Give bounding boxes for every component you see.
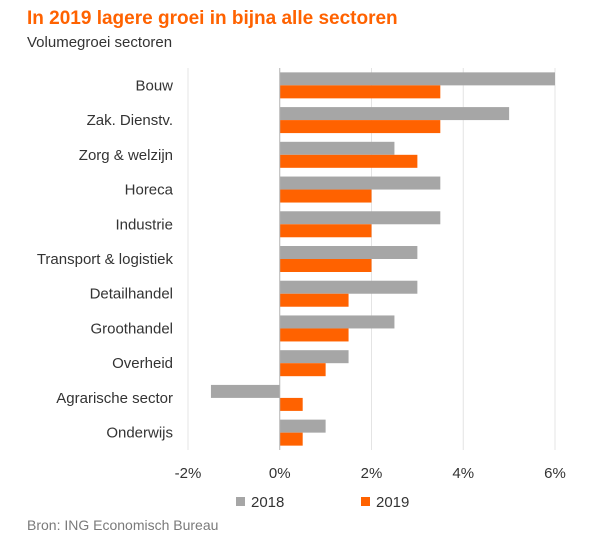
- bar-2018-10: [279, 419, 326, 433]
- x-tick-label-0: -2%: [175, 465, 202, 482]
- x-tick-label-3: 4%: [452, 465, 474, 482]
- bar-2019-1: [279, 120, 441, 134]
- legend-label-2019: 2019: [376, 494, 409, 511]
- x-tick-label-1: 0%: [269, 465, 291, 482]
- bar-2019-6: [279, 293, 349, 307]
- bar-2018-1: [279, 107, 510, 121]
- bar-2019-5: [279, 259, 372, 272]
- chart-subtitle: Volumegroei sectoren: [27, 34, 173, 51]
- bar-2019-2: [279, 154, 418, 168]
- category-label-5: Transport & logistiek: [37, 251, 174, 268]
- category-label-6: Detailhandel: [90, 286, 173, 303]
- bar-2019-9: [279, 397, 303, 411]
- bar-2019-10: [279, 432, 303, 446]
- category-label-2: Zorg & welzijn: [79, 147, 173, 164]
- bar-2018-3: [279, 176, 441, 190]
- legend-label-2018: 2018: [251, 494, 284, 511]
- category-label-0: Bouw: [135, 77, 173, 94]
- bar-2018-8: [279, 350, 349, 364]
- category-label-10: Onderwijs: [106, 425, 173, 442]
- bar-2018-7: [279, 315, 395, 329]
- category-label-9: Agrarische sector: [56, 390, 173, 407]
- x-tick-label-4: 6%: [544, 465, 566, 482]
- category-label-8: Overheid: [112, 355, 173, 372]
- chart-source: Bron: ING Economisch Bureau: [27, 517, 219, 533]
- legend-swatch-2019: [361, 497, 370, 506]
- legend-swatch-2018: [236, 497, 245, 506]
- bar-2019-3: [279, 189, 372, 203]
- bar-2018-0: [279, 72, 555, 86]
- category-label-4: Industrie: [115, 216, 173, 233]
- category-label-3: Horeca: [125, 182, 174, 199]
- bar-2018-9: [210, 384, 280, 398]
- bar-2018-6: [279, 280, 418, 294]
- x-tick-label-2: 2%: [361, 465, 383, 482]
- bar-2019-7: [279, 328, 349, 342]
- bar-2019-8: [279, 363, 326, 377]
- bar-2018-2: [279, 141, 395, 155]
- category-label-1: Zak. Dienstv.: [87, 112, 173, 129]
- category-label-7: Groothandel: [90, 320, 173, 337]
- bar-2019-4: [279, 224, 372, 238]
- bar-2018-4: [279, 211, 441, 225]
- bar-2019-0: [279, 85, 441, 99]
- bar-2018-5: [279, 246, 418, 259]
- chart-title: In 2019 lagere groei in bijna alle secto…: [27, 8, 398, 29]
